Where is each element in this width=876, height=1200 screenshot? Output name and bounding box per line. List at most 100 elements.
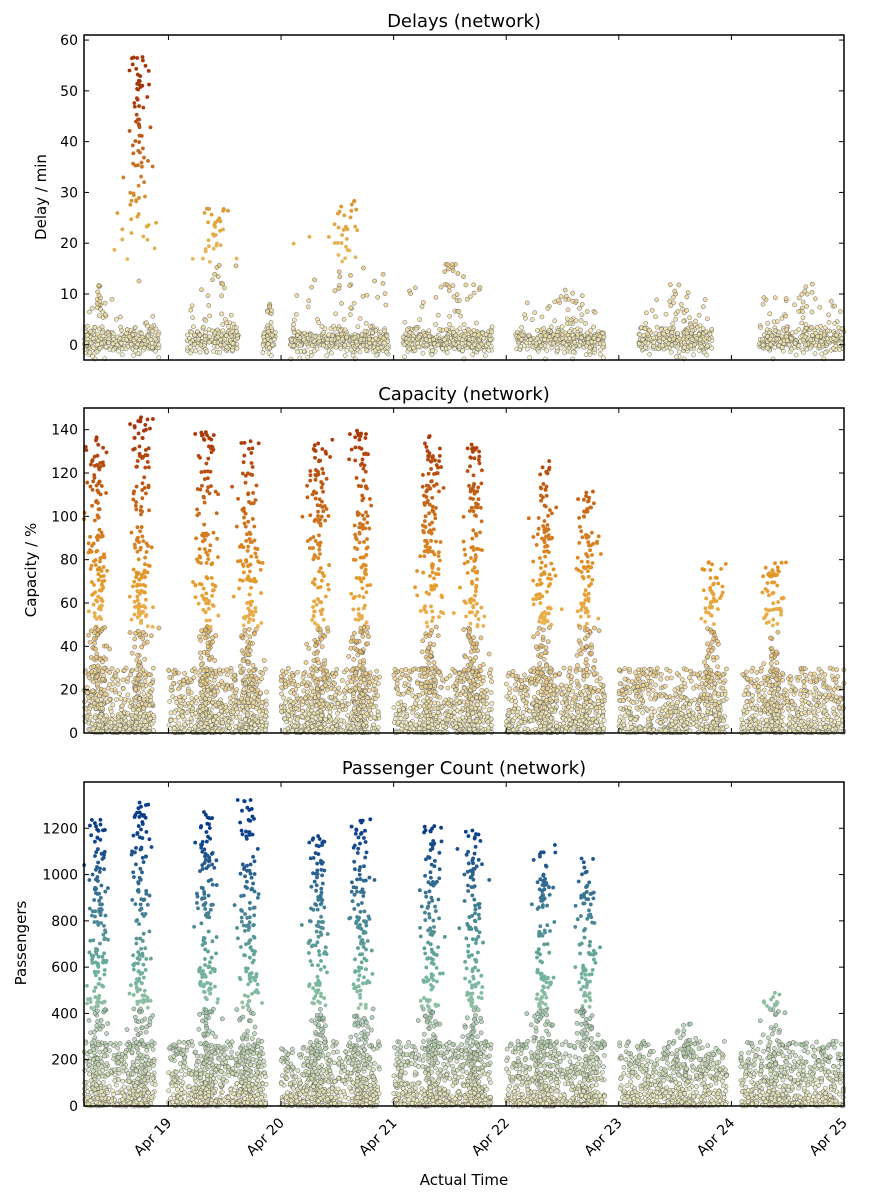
data-point [340, 336, 345, 342]
data-point [204, 560, 209, 565]
capacity-title: Capacity (network) [378, 384, 550, 405]
data-point [305, 483, 310, 488]
data-point [253, 606, 258, 610]
data-point [363, 347, 369, 353]
data-point [437, 327, 443, 332]
data-point [88, 534, 93, 539]
data-point [150, 417, 155, 421]
data-point [97, 346, 103, 351]
data-point [134, 507, 139, 512]
data-point [99, 569, 104, 573]
data-point [329, 350, 334, 356]
data-point [119, 703, 125, 709]
data-point [246, 544, 251, 549]
data-point [364, 620, 369, 625]
data-point [96, 606, 101, 611]
data-point [91, 664, 97, 669]
data-point [141, 691, 147, 697]
data-point [244, 705, 250, 711]
data-point [137, 140, 142, 145]
data-point [201, 586, 206, 591]
data-point [193, 431, 198, 436]
data-point [135, 598, 140, 603]
data-point [342, 695, 348, 701]
data-point [761, 295, 767, 300]
data-point [796, 295, 802, 301]
data-point [372, 341, 378, 346]
data-point [121, 175, 126, 180]
data-point [468, 294, 473, 299]
data-point [312, 637, 318, 643]
data-point [783, 296, 789, 301]
data-point [88, 329, 93, 334]
data-point [288, 337, 294, 343]
data-point [250, 599, 254, 604]
data-point [815, 333, 820, 339]
data-point [808, 337, 814, 343]
data-point [145, 624, 150, 629]
data-point [677, 336, 683, 342]
data-point [214, 241, 219, 246]
data-point [363, 469, 368, 474]
data-point [347, 312, 353, 317]
data-point [367, 526, 372, 531]
data-point [326, 587, 331, 592]
data-point [244, 538, 249, 543]
data-point [668, 349, 674, 355]
data-point [142, 678, 148, 684]
data-point [357, 649, 363, 654]
data-point [108, 709, 114, 714]
data-point [824, 336, 830, 342]
data-point [87, 350, 93, 355]
data-point [364, 292, 370, 298]
data-point [145, 323, 150, 329]
data-point [190, 256, 195, 261]
data-point [317, 533, 321, 538]
data-point [156, 355, 162, 360]
data-point [250, 446, 255, 451]
data-point [207, 313, 213, 319]
data-point [138, 508, 143, 513]
data-point [577, 339, 583, 345]
data-point [340, 259, 345, 264]
data-point [470, 336, 476, 342]
data-point [96, 313, 102, 319]
data-point [202, 522, 207, 527]
data-point [421, 300, 426, 305]
data-point [384, 345, 390, 350]
data-point [680, 306, 685, 312]
data-point [150, 328, 156, 334]
data-point [361, 595, 366, 600]
data-point [205, 476, 210, 481]
data-point [245, 548, 250, 553]
data-point [96, 577, 101, 582]
data-point [442, 269, 448, 274]
data-point [135, 86, 140, 91]
data-point [292, 723, 297, 729]
data-point [447, 313, 452, 319]
data-point [353, 670, 359, 676]
data-point [98, 461, 103, 466]
data-point [361, 466, 366, 471]
data-point [135, 676, 141, 682]
data-point [673, 316, 678, 322]
data-point [316, 556, 321, 561]
data-point [205, 687, 211, 693]
data-point [185, 689, 191, 694]
data-point [231, 594, 236, 599]
data-point [250, 516, 255, 521]
data-point [153, 326, 159, 332]
data-point [357, 714, 363, 720]
data-point [466, 341, 472, 347]
data-point [94, 331, 100, 337]
data-point [168, 688, 174, 693]
data-point [254, 483, 259, 488]
data-point [472, 342, 477, 348]
data-point [137, 122, 142, 127]
data-point [262, 666, 268, 672]
data-point [329, 694, 334, 700]
data-point [251, 667, 256, 673]
data-point [98, 697, 104, 702]
data-point [834, 332, 839, 338]
data-point [136, 702, 142, 708]
